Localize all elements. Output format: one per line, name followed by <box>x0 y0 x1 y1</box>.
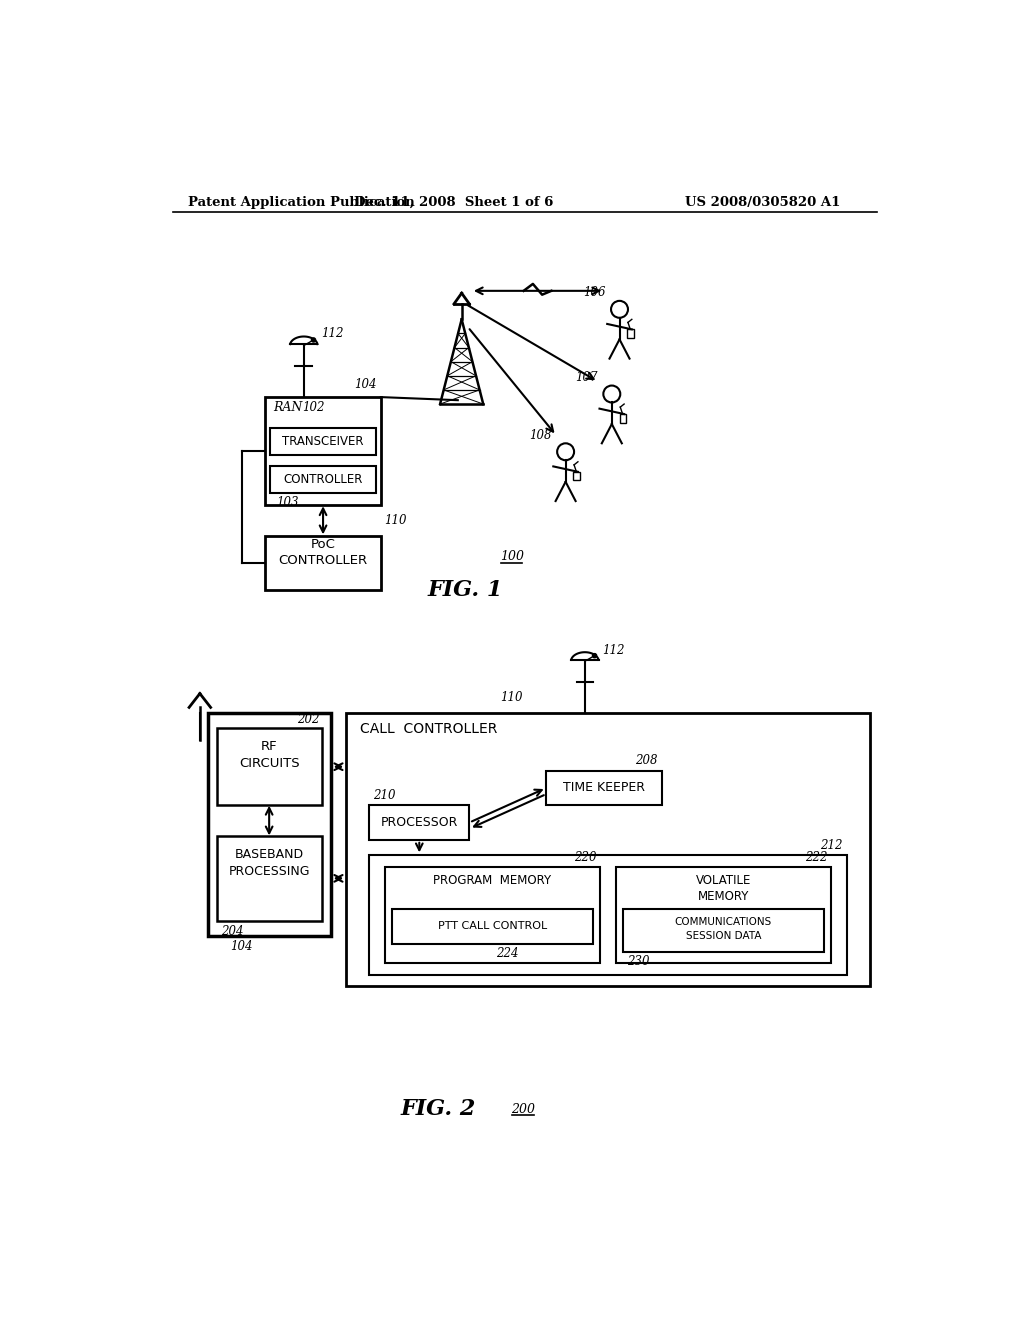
Bar <box>217 729 322 805</box>
Bar <box>624 909 823 952</box>
Bar <box>628 330 634 338</box>
Text: PROCESSING: PROCESSING <box>228 866 310 878</box>
Text: Dec. 11, 2008  Sheet 1 of 6: Dec. 11, 2008 Sheet 1 of 6 <box>354 195 554 209</box>
Text: 204: 204 <box>220 924 243 937</box>
Text: RF: RF <box>261 739 278 752</box>
Text: SESSION DATA: SESSION DATA <box>686 931 761 941</box>
Bar <box>370 855 847 974</box>
Text: CONTROLLER: CONTROLLER <box>279 554 368 566</box>
Bar <box>270 428 376 455</box>
Bar <box>346 713 869 986</box>
Text: FIG. 1: FIG. 1 <box>428 578 503 601</box>
Bar <box>392 909 593 944</box>
Bar <box>208 713 331 936</box>
Text: TIME KEEPER: TIME KEEPER <box>563 781 645 795</box>
Text: 112: 112 <box>602 644 625 657</box>
Bar <box>385 867 600 964</box>
Text: 202: 202 <box>297 713 319 726</box>
Text: 102: 102 <box>302 401 325 414</box>
Text: 106: 106 <box>583 286 605 300</box>
Text: PTT CALL CONTROL: PTT CALL CONTROL <box>438 921 547 932</box>
Text: 108: 108 <box>529 429 552 442</box>
Text: 220: 220 <box>573 850 596 863</box>
Text: COMMUNICATIONS: COMMUNICATIONS <box>675 917 772 927</box>
Text: TRANSCEIVER: TRANSCEIVER <box>283 434 364 447</box>
Text: 112: 112 <box>321 327 343 341</box>
Text: 104: 104 <box>354 378 377 391</box>
Text: CIRCUITS: CIRCUITS <box>239 758 299 771</box>
Text: 222: 222 <box>805 850 827 863</box>
Text: 230: 230 <box>628 956 649 969</box>
Text: 104: 104 <box>230 940 253 953</box>
Text: VOLATILE: VOLATILE <box>695 875 752 887</box>
Text: 103: 103 <box>276 496 299 510</box>
Text: 110: 110 <box>500 690 522 704</box>
Bar <box>270 466 376 494</box>
Text: 110: 110 <box>385 513 408 527</box>
Bar <box>217 836 322 921</box>
Bar <box>265 397 381 506</box>
Text: MEMORY: MEMORY <box>697 890 750 903</box>
Text: 212: 212 <box>820 840 843 853</box>
Text: 224: 224 <box>497 946 519 960</box>
Bar <box>547 771 662 805</box>
Text: PROGRAM  MEMORY: PROGRAM MEMORY <box>433 875 552 887</box>
Text: 200: 200 <box>511 1102 536 1115</box>
Text: CONTROLLER: CONTROLLER <box>284 474 362 486</box>
Text: BASEBAND: BASEBAND <box>234 847 304 861</box>
Text: 107: 107 <box>575 371 598 384</box>
Text: PoC: PoC <box>310 539 336 552</box>
Text: 100: 100 <box>500 549 523 562</box>
Text: FIG. 2: FIG. 2 <box>400 1098 476 1121</box>
Text: 210: 210 <box>373 789 395 803</box>
Bar <box>615 867 831 964</box>
Text: RAN: RAN <box>273 401 302 414</box>
Text: 208: 208 <box>636 755 658 767</box>
Bar <box>573 471 581 480</box>
Text: Patent Application Publication: Patent Application Publication <box>188 195 415 209</box>
Bar <box>265 536 381 590</box>
Circle shape <box>311 338 315 342</box>
Text: CALL  CONTROLLER: CALL CONTROLLER <box>360 722 498 737</box>
Circle shape <box>593 653 597 657</box>
Bar <box>620 414 627 422</box>
Text: PROCESSOR: PROCESSOR <box>381 816 458 829</box>
Bar <box>370 805 469 840</box>
Text: US 2008/0305820 A1: US 2008/0305820 A1 <box>685 195 841 209</box>
